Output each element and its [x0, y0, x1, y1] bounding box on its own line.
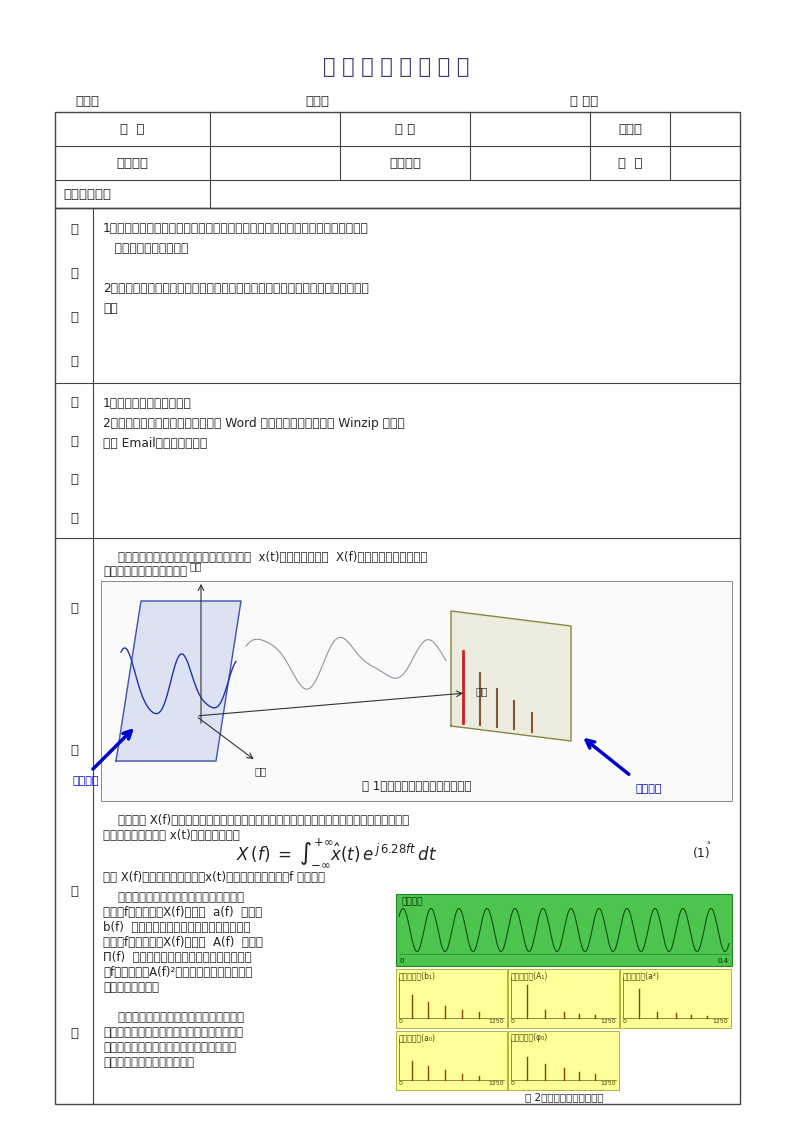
Text: 原: 原	[70, 885, 78, 899]
Bar	[396, 1031, 507, 1089]
Text: 信号频谱 X(f)代表了信号在不同频率分量成分的大小，能够提供比时域信号波形更直观，丰: 信号频谱 X(f)代表了信号在不同频率分量成分的大小，能够提供比时域信号波形更直…	[103, 813, 409, 827]
Text: 0: 0	[399, 958, 404, 964]
Text: 0: 0	[399, 1019, 403, 1024]
Text: 幅值: 幅值	[190, 561, 202, 571]
Bar	[620, 969, 731, 1028]
Text: 2．了解信号频谱分析的基本原理和方法，掌握用频谱分析提取测量信号特征的方: 2．了解信号频谱分析的基本原理和方法，掌握用频谱分析提取测量信号特征的方	[103, 282, 369, 295]
Text: 富的信息。时域信号 x(t)的傅氏变换为：: 富的信息。时域信号 x(t)的傅氏变换为：	[103, 829, 239, 842]
Bar	[101, 581, 732, 801]
Text: 2．拷贝实验系统运行界面，插入到 Word 格式的实验报告中，用 Winzip 压缩后: 2．拷贝实验系统运行界面，插入到 Word 格式的实验报告中，用 Winzip …	[103, 417, 404, 430]
Text: 实: 实	[70, 223, 78, 237]
Text: 谱中读取所需的信息。: 谱中读取所需的信息。	[103, 242, 189, 255]
Text: 位，揭示了信号的频率信息。: 位，揭示了信号的频率信息。	[103, 1056, 194, 1069]
Bar	[55, 208, 740, 1104]
Text: 法。: 法。	[103, 302, 117, 315]
Text: 理: 理	[70, 1027, 78, 1040]
Text: 班 级：: 班 级：	[570, 95, 598, 108]
Text: 指导教师: 指导教师	[389, 156, 421, 169]
Bar	[508, 1031, 619, 1089]
Text: 时域分析: 时域分析	[73, 776, 99, 787]
Text: 通过 Email上交实验报告。: 通过 Email上交实验报告。	[103, 436, 207, 450]
Text: 信号功率谱(a²): 信号功率谱(a²)	[623, 971, 660, 980]
Text: 式中 X(f)为信号的频域表示，x(t)为信号的时域表示，f 为频率。: 式中 X(f)为信号的频域表示，x(t)为信号的时域表示，f 为频率。	[103, 871, 325, 884]
Text: 验: 验	[70, 434, 78, 448]
Text: 求: 求	[70, 512, 78, 525]
Text: 图 1、时域分析与频域分析的关系: 图 1、时域分析与频域分析的关系	[362, 780, 471, 793]
Text: 完整地表示了信号的频率结构，即信号由哪些: 完整地表示了信号的频率结构，即信号由哪些	[103, 1026, 243, 1039]
Text: 频域分析: 频域分析	[636, 784, 662, 794]
Text: 贵 州 大 学 实 验 报 告: 贵 州 大 学 实 验 报 告	[323, 57, 469, 77]
Text: 以f为横坐标，A(f)²为纵坐标画图，则称为功: 以f为横坐标，A(f)²为纵坐标画图，则称为功	[103, 966, 252, 980]
Text: 频率: 频率	[476, 686, 488, 696]
Text: 1250: 1250	[712, 1019, 728, 1024]
Text: 图 2、信号的频谱表示方法: 图 2、信号的频谱表示方法	[525, 1092, 603, 1102]
Polygon shape	[451, 611, 571, 741]
Text: 频谱是构成信号的各频率分量的集合，它: 频谱是构成信号的各频率分量的集合，它	[103, 1011, 244, 1024]
Bar	[55, 112, 740, 208]
Text: 学院：: 学院：	[75, 95, 99, 108]
Text: 实验项目名称: 实验项目名称	[63, 187, 111, 201]
Bar	[396, 894, 732, 966]
Text: 个角度来了解信号的特征。: 个角度来了解信号的特征。	[103, 565, 187, 578]
Text: ˢ: ˢ	[707, 840, 710, 850]
Text: 时间: 时间	[255, 766, 267, 776]
Bar	[396, 969, 507, 1028]
Text: 1250: 1250	[600, 1019, 616, 1024]
Text: 信号相位谱(φ₀): 信号相位谱(φ₀)	[511, 1033, 548, 1042]
Text: 以频率f为横坐标，X(f)的实部  a(f)  和虚部: 以频率f为横坐标，X(f)的实部 a(f) 和虚部	[103, 905, 262, 919]
Text: 信号频谱分析是采用傅里叶变换将时域信号  x(t)变换为频域信号  X(f)，从而帮助人们从另一: 信号频谱分析是采用傅里叶变换将时域信号 x(t)变换为频域信号 X(f)，从而帮…	[103, 551, 427, 564]
Bar	[508, 969, 619, 1028]
Text: 以频率f为横坐标，X(f)的幅值  A(f)  和相位: 以频率f为横坐标，X(f)的幅值 A(f) 和相位	[103, 936, 262, 949]
Text: 0: 0	[399, 1080, 403, 1086]
Text: (1): (1)	[692, 846, 710, 859]
Text: 要: 要	[70, 473, 78, 486]
Text: 1250: 1250	[488, 1019, 504, 1024]
Polygon shape	[116, 601, 241, 761]
Text: 信号幅值谱(A₁): 信号幅值谱(A₁)	[511, 971, 549, 980]
Text: 实验组: 实验组	[618, 122, 642, 136]
Text: 学 号: 学 号	[395, 122, 415, 136]
Text: $X\,(f)\;=\;\int_{-\infty}^{+\infty}\!\hat{x}(t)\,e^{\,j\,6.28ft}\,dt$: $X\,(f)\;=\;\int_{-\infty}^{+\infty}\!\h…	[236, 837, 437, 870]
Text: 的: 的	[70, 355, 78, 368]
Text: 目: 目	[70, 311, 78, 324]
Text: 信号实频谱(a₀): 信号实频谱(a₀)	[399, 1033, 436, 1042]
Text: 0.4: 0.4	[718, 958, 729, 964]
Text: 成  绩: 成 绩	[618, 156, 642, 169]
Text: 姓  名: 姓 名	[121, 122, 145, 136]
Text: 0: 0	[623, 1019, 627, 1024]
Text: 实: 实	[70, 603, 78, 615]
Text: 率谱，如图所示。: 率谱，如图所示。	[103, 981, 159, 994]
Text: 1．简述实验目的和原理。: 1．简述实验目的和原理。	[103, 397, 192, 410]
Text: 原频谱图: 原频谱图	[401, 896, 423, 905]
Text: b(f)  为纵坐标画图，称为时频－虚频谱图；: b(f) 为纵坐标画图，称为时频－虚频谱图；	[103, 921, 251, 934]
Text: 1250: 1250	[488, 1080, 504, 1086]
Text: 专业：: 专业：	[305, 95, 329, 108]
Text: Π(f)  为纵坐标画图，则称为幅值－相位谱；: Π(f) 为纵坐标画图，则称为幅值－相位谱；	[103, 951, 251, 964]
Text: 谐波组成，各谐波分量的幅值大小及初始相: 谐波组成，各谐波分量的幅值大小及初始相	[103, 1041, 236, 1054]
Text: 1250: 1250	[600, 1080, 616, 1086]
Text: 验: 验	[70, 267, 78, 280]
Text: 工程上习惯将计算结果用图形方式表示，: 工程上习惯将计算结果用图形方式表示，	[103, 891, 244, 904]
Text: 实: 实	[70, 396, 78, 408]
Text: 验: 验	[70, 744, 78, 756]
Text: 0: 0	[511, 1080, 515, 1086]
Text: 1．在理论学习的基础上，通过本实验熟悉典型信号的频谱特征，并能够从信号频: 1．在理论学习的基础上，通过本实验熟悉典型信号的频谱特征，并能够从信号频	[103, 222, 369, 234]
Text: 0: 0	[511, 1019, 515, 1024]
Text: 信号虚频谱(b₁): 信号虚频谱(b₁)	[399, 971, 436, 980]
Text: 实验时间: 实验时间	[117, 156, 148, 169]
